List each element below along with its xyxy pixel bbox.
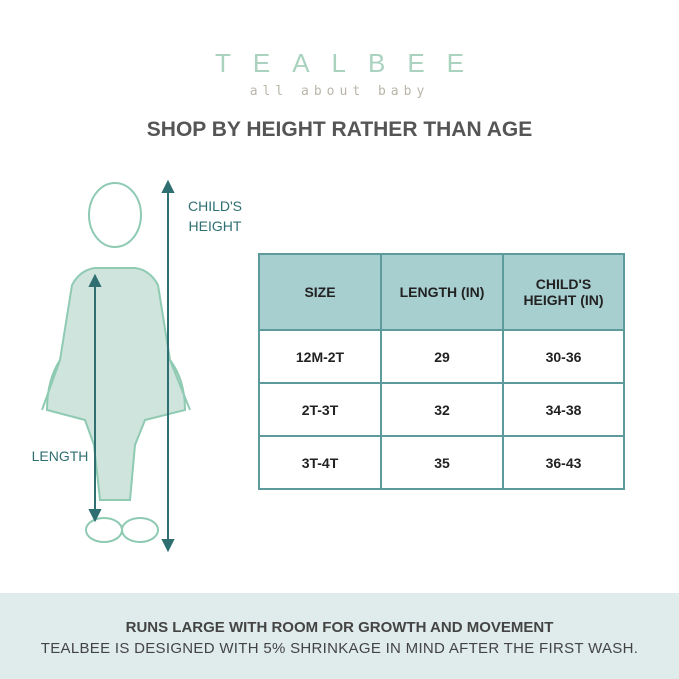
size-chart-table: SIZE LENGTH (IN) CHILD'S HEIGHT (IN) 12M… xyxy=(258,253,625,490)
cell-length: 32 xyxy=(380,382,504,437)
table-row: 2T-3T 32 34-38 xyxy=(258,382,625,437)
table-row: 3T-4T 35 36-43 xyxy=(258,435,625,490)
cell-height: 30-36 xyxy=(502,329,625,384)
footer-headline: RUNS LARGE WITH ROOM FOR GROWTH AND MOVE… xyxy=(125,619,554,636)
cell-length: 35 xyxy=(380,435,504,490)
cell-size: 2T-3T xyxy=(258,382,382,437)
header-length: LENGTH (IN) xyxy=(380,253,504,331)
cell-length: 29 xyxy=(380,329,504,384)
table-header-row: SIZE LENGTH (IN) CHILD'S HEIGHT (IN) xyxy=(258,253,625,331)
header-height: CHILD'S HEIGHT (IN) xyxy=(502,253,625,331)
childs-height-label: CHILD'S HEIGHT xyxy=(187,198,243,234)
header-size: SIZE xyxy=(258,253,382,331)
table-row: 12M-2T 29 30-36 xyxy=(258,329,625,384)
footer-note: TEALBEE IS DESIGNED WITH 5% SHRINKAGE IN… xyxy=(40,640,639,657)
child-figure-illustration xyxy=(41,179,191,553)
page-title: SHOP BY HEIGHT RATHER THAN AGE xyxy=(146,118,533,141)
brand-logo: TEALBEE xyxy=(214,48,487,78)
footer-band xyxy=(0,593,679,679)
cell-height: 36-43 xyxy=(502,435,625,490)
brand-tagline: all about baby xyxy=(249,84,430,99)
cell-height: 34-38 xyxy=(502,382,625,437)
length-label: LENGTH xyxy=(31,448,89,464)
cell-size: 3T-4T xyxy=(258,435,382,490)
cell-size: 12M-2T xyxy=(258,329,382,384)
